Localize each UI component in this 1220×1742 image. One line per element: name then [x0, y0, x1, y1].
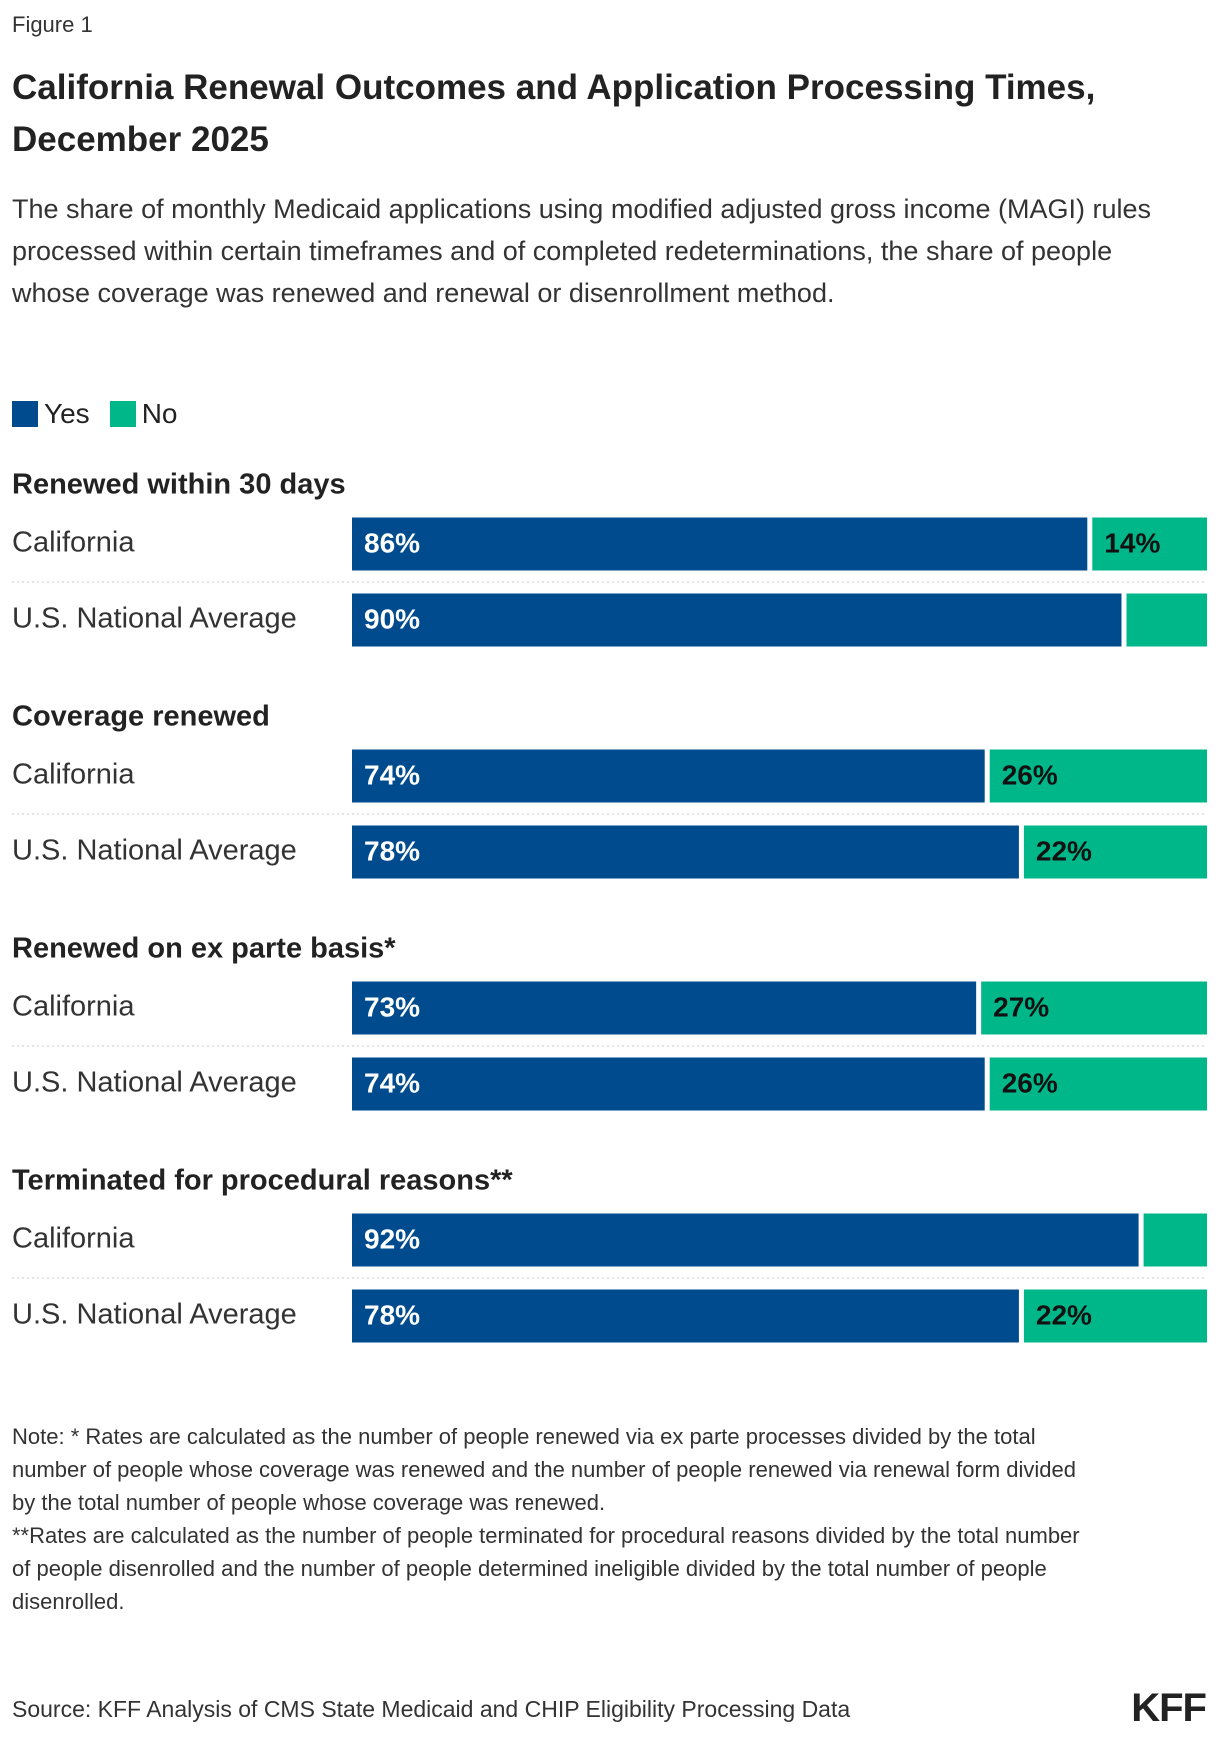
bar-segment — [352, 593, 1122, 647]
legend-swatch — [109, 401, 136, 427]
figure-label: Figure 1 — [12, 12, 93, 37]
bar-segment — [352, 825, 1019, 879]
panel-title: Terminated for procedural reasons** — [12, 1165, 513, 1197]
value-label: 92% — [364, 1223, 420, 1254]
legend-label: No — [141, 398, 178, 429]
note: Note: * Rates are calculated as the numb… — [12, 1424, 1076, 1515]
category-label: U.S. National Average — [12, 835, 297, 867]
source: Source: KFF Analysis of CMS State Medica… — [12, 1696, 851, 1722]
value-label: 22% — [1036, 835, 1092, 866]
value-label: 26% — [1002, 759, 1058, 790]
bar-segment — [352, 1057, 985, 1111]
notes: Note: * Rates are calculated as the numb… — [12, 1420, 1102, 1618]
category-label: U.S. National Average — [12, 1067, 297, 1099]
value-label: 74% — [364, 1067, 420, 1098]
value-label: 73% — [364, 991, 420, 1022]
value-label: 78% — [364, 1299, 420, 1330]
category-label: California — [12, 759, 135, 791]
category-label: California — [12, 991, 135, 1023]
value-label: 22% — [1036, 1299, 1092, 1330]
category-label: U.S. National Average — [12, 603, 297, 635]
bar-segment — [352, 517, 1088, 571]
category-label: California — [12, 1223, 135, 1255]
subtitle: The share of monthly Medicaid applicatio… — [12, 194, 1152, 308]
bar-segment — [352, 749, 985, 803]
bar-segment — [981, 981, 1207, 1035]
category-label: U.S. National Average — [12, 1299, 297, 1331]
bar-segment — [1023, 825, 1207, 879]
bar-segment — [1143, 1213, 1207, 1267]
value-label: 86% — [364, 527, 420, 558]
value-label: 26% — [1002, 1067, 1058, 1098]
note: **Rates are calculated as the number of … — [12, 1523, 1080, 1614]
panel-title: Coverage renewed — [12, 701, 270, 733]
legend-label: Yes — [44, 398, 90, 429]
bar-segment — [352, 1213, 1139, 1267]
value-label: 27% — [993, 991, 1049, 1022]
value-label: 14% — [1104, 527, 1160, 558]
value-label: 78% — [364, 835, 420, 866]
category-label: California — [12, 527, 135, 559]
panel-title: Renewed within 30 days — [12, 469, 346, 501]
value-label: 90% — [364, 603, 420, 634]
bar-segment — [352, 981, 977, 1035]
bar-segment — [989, 1057, 1207, 1111]
value-label: 74% — [364, 759, 420, 790]
legend: Yes No — [12, 398, 197, 430]
bar-segment — [989, 749, 1207, 803]
bar-segment — [352, 1289, 1019, 1343]
logo: KFF — [1131, 1686, 1207, 1730]
bar-segment — [1023, 1289, 1207, 1343]
title: California Renewal Outcomes and Applicat… — [12, 68, 1096, 159]
panel-title: Renewed on ex parte basis* — [12, 933, 396, 965]
bar-segment — [1092, 517, 1207, 571]
bar-segment — [1126, 593, 1207, 647]
legend-swatch — [12, 401, 38, 427]
